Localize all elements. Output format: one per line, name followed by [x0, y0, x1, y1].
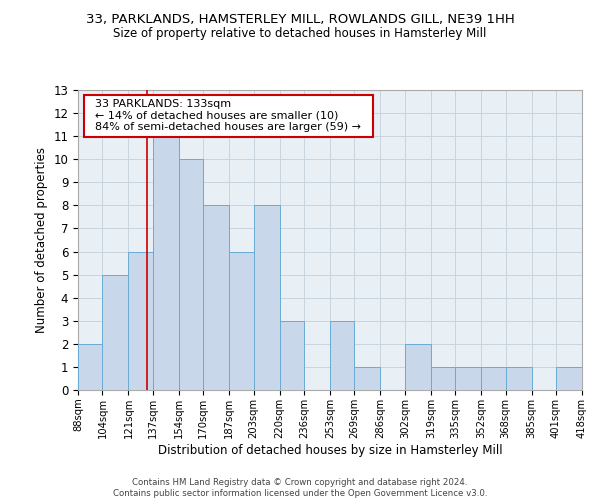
Bar [556, 367, 582, 390]
Text: Size of property relative to detached houses in Hamsterley Mill: Size of property relative to detached ho… [113, 28, 487, 40]
X-axis label: Distribution of detached houses by size in Hamsterley Mill: Distribution of detached houses by size … [158, 444, 502, 456]
Bar [128, 252, 153, 390]
Bar [103, 274, 128, 390]
Bar [153, 136, 179, 390]
Bar [355, 367, 380, 390]
Bar [280, 321, 304, 390]
Bar [506, 367, 532, 390]
Bar [481, 367, 506, 390]
Text: 33 PARKLANDS: 133sqm  
  ← 14% of detached houses are smaller (10)  
  84% of se: 33 PARKLANDS: 133sqm ← 14% of detached h… [88, 99, 368, 132]
Bar [203, 206, 229, 390]
Bar [229, 252, 254, 390]
Bar [254, 206, 280, 390]
Text: Contains HM Land Registry data © Crown copyright and database right 2024.
Contai: Contains HM Land Registry data © Crown c… [113, 478, 487, 498]
Bar [78, 344, 103, 390]
Bar [330, 321, 355, 390]
Bar [455, 367, 481, 390]
Bar [405, 344, 431, 390]
Y-axis label: Number of detached properties: Number of detached properties [35, 147, 48, 333]
Bar [179, 159, 203, 390]
Bar [431, 367, 455, 390]
Text: 33, PARKLANDS, HAMSTERLEY MILL, ROWLANDS GILL, NE39 1HH: 33, PARKLANDS, HAMSTERLEY MILL, ROWLANDS… [86, 12, 514, 26]
